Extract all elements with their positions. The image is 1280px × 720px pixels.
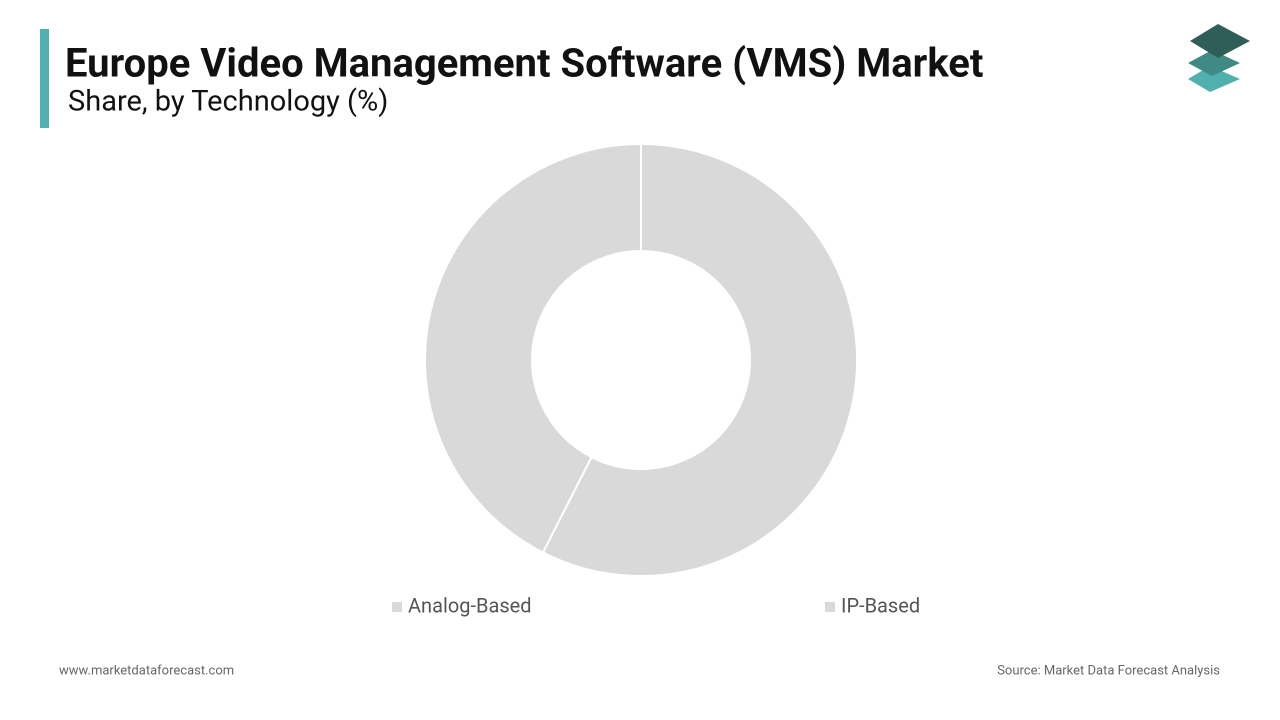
legend: Analog-Based IP-Based xyxy=(392,593,920,617)
chart-title: Europe Video Management Software (VMS) M… xyxy=(65,40,983,87)
source: Source: Market Data Forecast Analysis xyxy=(997,663,1220,678)
logo xyxy=(1188,24,1250,92)
donut-segment xyxy=(424,142,642,554)
donut xyxy=(424,142,858,577)
legend-swatch xyxy=(825,602,835,612)
title-accent xyxy=(40,29,49,128)
legend-label: Analog-Based xyxy=(408,593,532,617)
website: www.marketdataforecast.com xyxy=(59,663,234,678)
legend-label: IP-Based xyxy=(841,593,920,617)
chart-subtitle: Share, by Technology (%) xyxy=(68,85,388,119)
donut-segment xyxy=(541,142,858,577)
legend-swatch xyxy=(392,602,402,612)
